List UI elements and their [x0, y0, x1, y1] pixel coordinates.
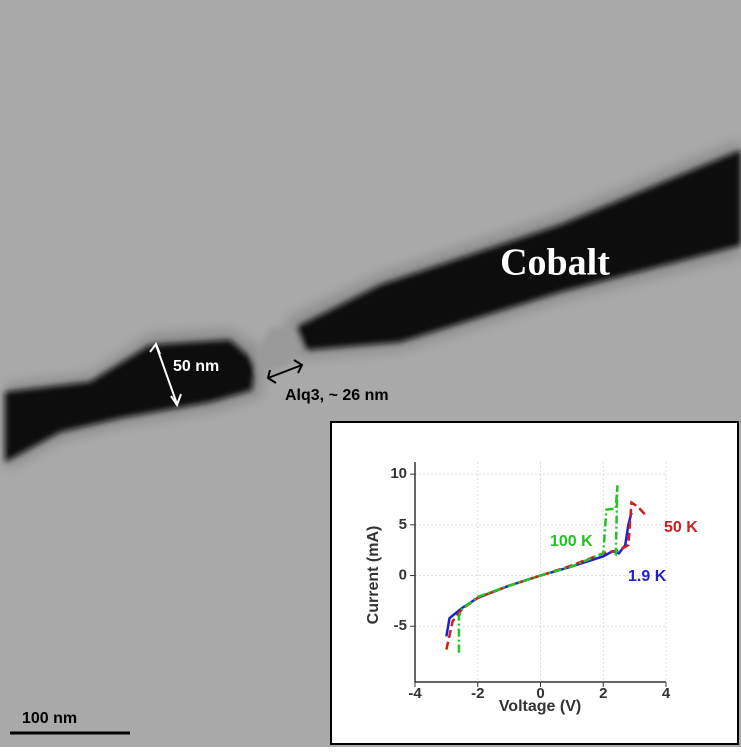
series-label: 1.9 K — [628, 568, 667, 585]
y-tick-label: 0 — [399, 567, 407, 584]
x-tick-label: 2 — [599, 685, 607, 702]
scale-bar-label: 100 nm — [22, 710, 77, 727]
y-tick-label: 5 — [399, 516, 407, 533]
gap-label: Alq3, ~ 26 nm — [285, 387, 389, 404]
series-label: 50 K — [664, 519, 698, 536]
x-tick-label: -2 — [471, 685, 484, 702]
width-label: 50 nm — [173, 358, 219, 375]
material-label: Cobalt — [500, 242, 610, 284]
y-tick-label: 10 — [390, 465, 407, 482]
micrograph: Cobalt 50 nm Alq3, ~ 26 nm 100 nm Voltag… — [0, 0, 741, 747]
x-tick-label: 4 — [662, 685, 671, 702]
x-tick-label: -4 — [408, 685, 422, 702]
y-axis-label: Current (mA) — [365, 526, 382, 625]
x-tick-label: 0 — [536, 685, 544, 702]
series-label: 100 K — [550, 533, 593, 550]
y-tick-label: -5 — [394, 617, 407, 634]
